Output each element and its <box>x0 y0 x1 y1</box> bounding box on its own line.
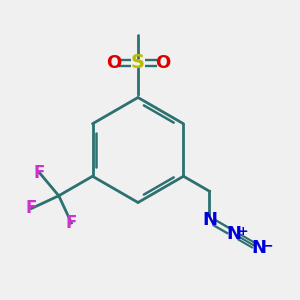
Text: S: S <box>131 53 145 73</box>
Text: −: − <box>261 239 273 253</box>
Text: F: F <box>34 164 45 182</box>
Text: F: F <box>26 200 37 217</box>
Text: N: N <box>226 225 242 243</box>
Text: N: N <box>251 239 266 257</box>
Text: F: F <box>66 214 77 232</box>
Text: O: O <box>106 54 121 72</box>
Text: O: O <box>155 54 170 72</box>
Text: N: N <box>202 211 217 229</box>
Text: +: + <box>237 225 248 238</box>
